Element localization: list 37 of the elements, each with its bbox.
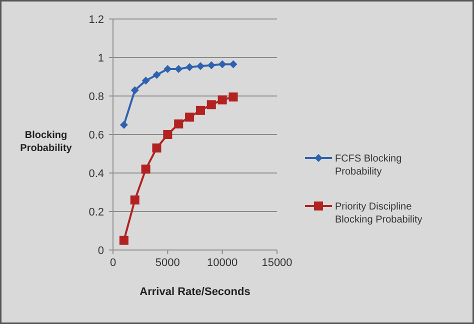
x-tick-label: 10000 [207, 257, 238, 269]
y-tick-label: 0.6 [88, 129, 104, 142]
point [218, 95, 227, 104]
point [152, 143, 162, 152]
legend-label: FCFS Blocking Probability [335, 154, 402, 178]
point [141, 164, 150, 174]
y-tick-label: 0.8 [88, 90, 104, 103]
point [174, 65, 183, 74]
point [229, 60, 238, 68]
point [142, 76, 150, 85]
point [185, 112, 194, 122]
legend-label: Priority Discipline Blocking Probability [335, 202, 422, 226]
point [228, 92, 238, 102]
y-tick-label: 0 [98, 244, 104, 257]
point [163, 130, 172, 139]
point [130, 86, 139, 94]
point [119, 236, 128, 245]
point [164, 65, 172, 74]
x-tick-label: 15000 [262, 257, 292, 269]
x-tick-label: 5000 [155, 257, 180, 269]
point [186, 63, 194, 72]
y-axis-title: Blocking Probability [20, 130, 72, 154]
point [152, 70, 161, 79]
x-axis-title: Arrival Rate/Seconds [140, 286, 250, 298]
y-tick-label: 1.2 [88, 14, 104, 26]
y-tick-label: 0.4 [88, 168, 104, 180]
x-tick-label: 0 [110, 257, 116, 269]
point [130, 195, 140, 204]
point [174, 119, 184, 128]
point [207, 61, 216, 70]
point [218, 60, 226, 68]
point [196, 62, 204, 70]
point [120, 120, 128, 129]
y-tick-label: 0.2 [88, 206, 104, 218]
point [206, 100, 216, 110]
y-tick-label: 1 [98, 52, 104, 64]
point [196, 106, 205, 115]
